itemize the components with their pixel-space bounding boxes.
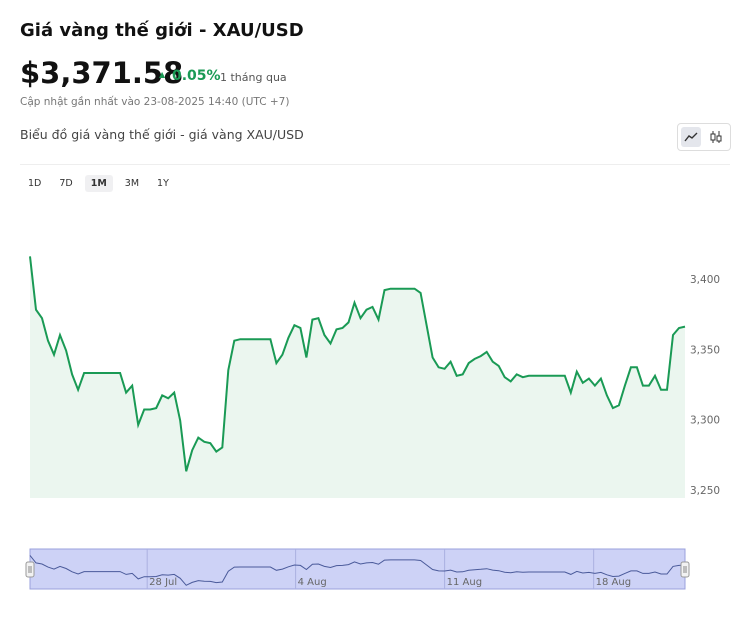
y-tick-label: 3,400 [690,274,720,286]
navigator-handle[interactable] [25,561,35,578]
line-icon [684,132,698,142]
navigator-tick-label: 11 Aug [447,577,482,588]
period: 1 tháng qua [220,71,287,84]
candle-mode-button[interactable] [706,127,726,147]
navigator-tick-label: 18 Aug [596,577,631,588]
y-tick-label: 3,350 [690,344,720,356]
navigator-window [29,548,686,590]
price-line [29,256,686,472]
y-tick-label: 3,300 [690,415,720,427]
candle-icon [710,131,722,143]
price: $3,371.58 [20,56,184,90]
y-tick-label: 3,250 [690,485,720,497]
range-button[interactable]: 1M [84,175,113,192]
navigator-line [29,555,686,586]
change: 0.05% [172,68,221,84]
range-button[interactable]: 1D [28,178,42,189]
line-mode-button[interactable] [681,127,701,147]
area-fill [30,256,685,498]
up-arrow: ▲ [159,70,166,79]
range-buttons: 1D 7D 1M 3M 1Y [22,175,175,192]
page-title: Giá vàng thế giới - XAU/USD [20,20,304,41]
navigator-handle[interactable] [680,561,690,578]
divider [20,164,730,165]
range-button[interactable]: 1Y [157,178,169,189]
chart-title: Biểu đồ giá vàng thế giới - giá vàng XAU… [20,127,304,142]
navigator-tick-label: 4 Aug [298,577,327,588]
updated: Cập nhật gần nhất vào 23-08-2025 14:40 (… [20,96,290,108]
range-button[interactable]: 7D [59,178,73,189]
chart-mode-toggle [677,123,731,151]
navigator-tick-label: 28 Jul [149,577,177,588]
range-button[interactable]: 3M [124,178,140,189]
